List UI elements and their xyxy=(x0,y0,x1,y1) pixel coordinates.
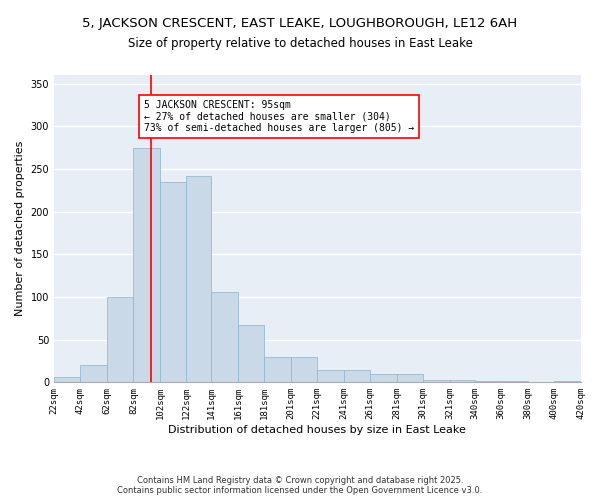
Bar xyxy=(317,370,344,382)
Bar xyxy=(475,380,501,382)
Bar xyxy=(54,377,80,382)
X-axis label: Distribution of detached houses by size in East Leake: Distribution of detached houses by size … xyxy=(169,425,466,435)
Bar xyxy=(370,374,397,382)
Text: 5 JACKSON CRESCENT: 95sqm
← 27% of detached houses are smaller (304)
73% of semi: 5 JACKSON CRESCENT: 95sqm ← 27% of detac… xyxy=(143,100,414,133)
Bar xyxy=(80,366,107,382)
Bar xyxy=(160,182,187,382)
Bar xyxy=(423,380,449,382)
Bar xyxy=(107,297,133,382)
Bar xyxy=(344,370,370,382)
Text: Size of property relative to detached houses in East Leake: Size of property relative to detached ho… xyxy=(128,38,472,51)
Bar xyxy=(397,374,423,382)
Y-axis label: Number of detached properties: Number of detached properties xyxy=(15,141,25,316)
Text: 5, JACKSON CRESCENT, EAST LEAKE, LOUGHBOROUGH, LE12 6AH: 5, JACKSON CRESCENT, EAST LEAKE, LOUGHBO… xyxy=(82,18,518,30)
Bar xyxy=(187,176,211,382)
Bar xyxy=(133,148,160,382)
Text: Contains HM Land Registry data © Crown copyright and database right 2025.
Contai: Contains HM Land Registry data © Crown c… xyxy=(118,476,482,495)
Bar xyxy=(265,356,291,382)
Bar xyxy=(449,380,475,382)
Bar xyxy=(291,356,317,382)
Bar xyxy=(554,380,581,382)
Bar xyxy=(238,325,265,382)
Bar xyxy=(211,292,238,382)
